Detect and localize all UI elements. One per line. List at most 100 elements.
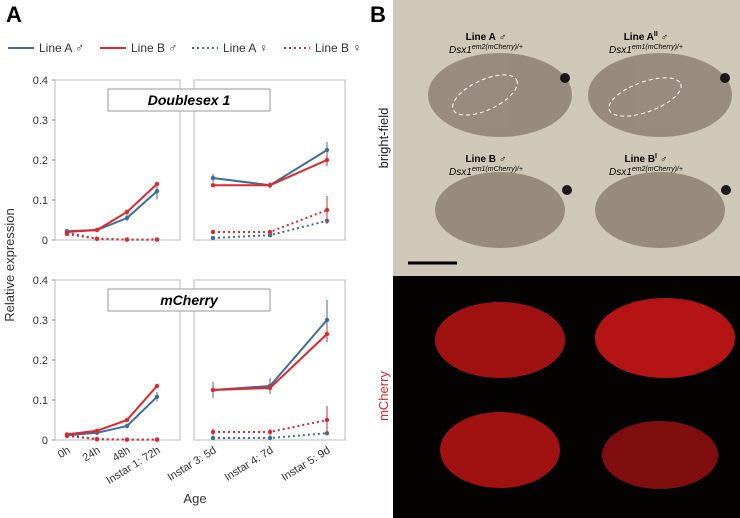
gene: Dsx1 [449,167,472,178]
data-point [324,147,330,153]
y-tick-label: 0 [42,235,48,247]
data-point [210,235,216,241]
data-point [324,317,330,323]
animals-fluorescent [435,298,735,489]
data-point [210,387,216,393]
data-point [154,437,160,442]
y-tick-label: 0.3 [33,115,48,127]
data-point [124,215,130,221]
animal-line: Line AII ♂ [624,31,669,43]
photo-panel: bright-field mCherry [376,0,740,518]
series-line [66,233,157,241]
sex: ♂ [499,32,507,43]
line-name: Line B [465,154,496,165]
genotype: Dsx1em2(mCherry)/+ [609,166,683,178]
x-tick-label: Instar 4: 7d [223,444,276,483]
legend-label: Line A ♂ [39,41,84,55]
data-point [267,429,273,435]
allele: em2(mCherry)/+ [472,44,523,51]
legend-label: Line B ♂ [131,41,177,55]
data-point [124,437,130,442]
genotype: Dsx1em1(mCherry)/+ [449,166,523,178]
photo-label: mCherry [376,371,391,421]
data-point [154,237,160,242]
series-line [66,385,158,436]
data-point [267,233,273,238]
y-tick-label: 0.2 [33,155,48,167]
series-line [66,434,157,441]
line-sup: II [654,31,658,38]
data-point [154,394,160,399]
data-point [324,207,330,213]
panel-letter: B [370,2,386,27]
allele: em2(mCherry)/+ [632,166,683,173]
data-point [154,383,160,389]
sex: ♂ [660,154,668,165]
data-point [267,229,273,235]
data-point [267,385,273,391]
data-point [210,429,216,435]
x-tick-label: Instar 3: 5d [166,444,219,483]
y-tick-label: 0.1 [33,395,48,407]
data-point [124,423,130,429]
data-point [94,227,100,233]
data-point [324,157,330,163]
plot-frame [193,79,346,241]
y-tick-label: 0.2 [33,355,48,367]
data-point [267,435,273,441]
gene: Dsx1 [609,167,632,178]
data-point [64,231,70,237]
chart-title: mCherry [160,292,219,308]
title-box [107,288,271,312]
legend-label: Line B ♀ [315,41,361,55]
allele: em1(mCherry)/+ [632,44,683,51]
y-tick-label: 0.4 [33,75,48,87]
line-name: Line A [466,32,496,43]
y-tick-label: 0.3 [33,315,48,327]
genotype: Dsx1em1(mCherry)/+ [609,44,683,56]
line-name: Line B [624,154,655,165]
sex: ♂ [499,154,507,165]
line-name: Line A [624,32,654,43]
gene: Dsx1 [609,45,632,56]
series-line [66,183,158,233]
x-tick-label: Instar 1: 72h [104,444,162,487]
gonad-outline [452,74,682,117]
animal-line: Line B ♂ [465,154,506,165]
series-line [213,159,328,187]
x-tick-label: 24h [81,444,103,464]
y-tick-label: 0.1 [33,195,48,207]
data-point [94,437,100,442]
x-tick-label: Instar 5: 9d [280,444,333,483]
title-box [107,88,271,112]
y-tick-label: 0 [42,435,48,447]
line-sup: I [655,153,657,160]
y-tick-label: 0.4 [33,275,48,287]
animal-line: Line A ♂ [466,32,507,43]
series-line [66,396,158,437]
genotype: Dsx1em2(mCherry)/+ [449,44,523,56]
gene: Dsx1 [449,45,472,56]
data-point [64,433,70,438]
sex: ♂ [661,32,669,43]
photo-label: bright-field [376,108,391,169]
data-point [267,183,273,188]
chart-title: Doublesex 1 [148,92,231,108]
series-line [212,219,328,239]
data-point [94,236,100,241]
data-point [154,189,160,194]
eyes [560,73,731,195]
series-line [213,209,328,233]
animal-line: Line BI ♂ [624,153,667,165]
data-point [324,417,330,423]
allele: em1(mCherry)/+ [472,166,523,173]
data-point [210,175,216,181]
data-point [210,229,216,235]
data-point [94,428,100,433]
x-tick-label: 0h [56,444,73,461]
panel-letter: A [6,2,22,27]
data-point [124,209,130,215]
data-point [210,435,216,441]
data-point [124,237,130,242]
